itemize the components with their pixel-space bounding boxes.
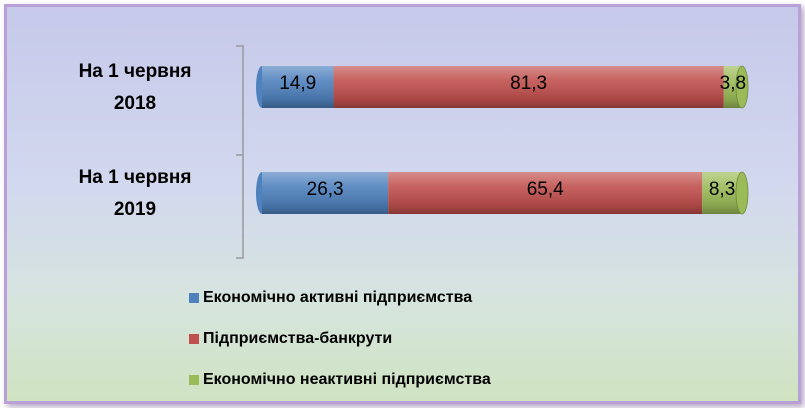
bar-cap: [735, 65, 749, 109]
value-label: 3,8: [720, 73, 746, 94]
value-label: 14,9: [279, 73, 316, 94]
bar-cap: [735, 171, 749, 215]
bar-shade: [388, 172, 703, 214]
legend-label: Економічно неактивні підприємства: [203, 371, 491, 388]
category-axis: [236, 45, 244, 259]
bar-shade: [262, 172, 389, 214]
bar-shade: [333, 66, 724, 108]
value-label: 8,3: [709, 179, 735, 200]
legend-swatch: [189, 293, 199, 303]
legend-label: Підприємства-банкрути: [203, 330, 392, 347]
legend-label: Економічно активні підприємства: [203, 289, 472, 306]
legend-swatch: [189, 334, 199, 344]
category-label: На 1 червня 2019: [78, 167, 192, 220]
category-label: На 1 червня 2018: [78, 61, 192, 114]
legend-swatch: [189, 375, 199, 385]
value-label: 81,3: [510, 73, 547, 94]
value-label: 65,4: [527, 179, 564, 200]
bar-shade: [702, 172, 742, 214]
bar-shade: [262, 66, 334, 108]
value-label: 26,3: [307, 179, 344, 200]
